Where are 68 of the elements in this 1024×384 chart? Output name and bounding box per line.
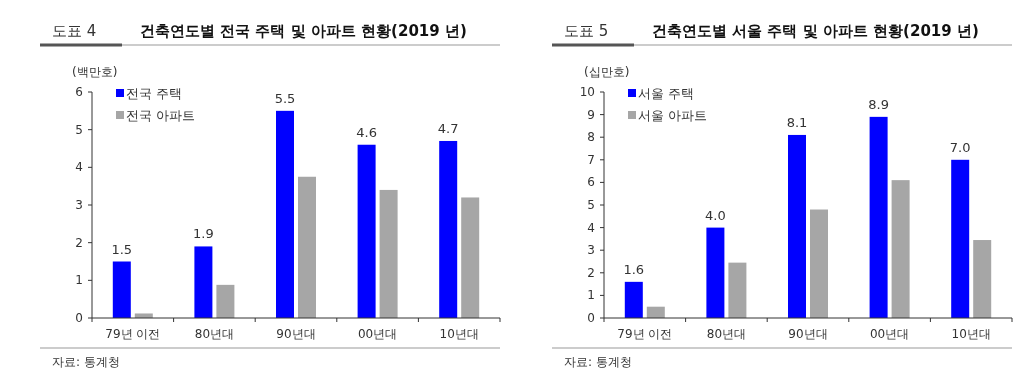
bar	[461, 197, 480, 318]
bar	[216, 284, 235, 318]
y-tick-label: 8	[587, 130, 595, 145]
legend-label: 서울 주택	[638, 86, 695, 101]
bar	[810, 209, 828, 318]
y-tick-label: 2	[75, 235, 83, 250]
y-tick-label: 0	[75, 311, 83, 325]
bar	[728, 262, 747, 318]
y-tick-label: 3	[587, 243, 595, 258]
y-tick-label: 0	[587, 311, 595, 325]
bar	[891, 180, 910, 318]
legend-label: 전국 아파트	[126, 108, 196, 123]
x-tick-label: 10년대	[951, 327, 991, 341]
chart-subtitle: 건축연도별 전국 주택 및 아파트 현황(2019 년)	[140, 22, 467, 40]
y-tick-label: 5	[587, 198, 595, 212]
bar	[973, 240, 992, 318]
y-tick-label: 2	[587, 265, 595, 280]
bar	[706, 227, 725, 318]
x-tick-label: 00년대	[869, 327, 910, 341]
bar	[298, 176, 316, 318]
bar	[624, 281, 643, 318]
data-label: 1.6	[623, 261, 645, 277]
y-tick-label: 6	[75, 85, 83, 99]
bar	[194, 246, 213, 318]
data-label: 7.0	[949, 139, 971, 155]
data-label: 4.7	[437, 120, 459, 136]
data-label: 5.5	[274, 90, 296, 106]
bar	[869, 116, 888, 318]
y-tick-label: 4	[587, 220, 595, 235]
y-tick-label: 1	[75, 273, 83, 288]
legend-label: 전국 주택	[126, 86, 183, 101]
x-tick-label: 80년대	[194, 327, 235, 341]
bar	[112, 261, 131, 318]
x-tick-label: 79년 이전	[617, 327, 673, 341]
data-label: 1.9	[193, 226, 214, 242]
bar	[357, 144, 376, 318]
bar	[379, 189, 398, 318]
y-axis-title: (십만호)	[584, 65, 630, 79]
y-tick-label: 7	[587, 152, 595, 167]
text: 자료: 통계청	[52, 355, 120, 369]
y-tick-label: 9	[587, 107, 595, 122]
bar	[951, 159, 970, 318]
data-label: 8.9	[868, 96, 889, 112]
bar	[788, 134, 806, 318]
x-tick-label: 00년대	[357, 327, 398, 341]
y-tick-label: 6	[587, 175, 595, 190]
chart-title: 도표 4	[52, 22, 97, 40]
y-tick-label: 10	[579, 85, 595, 99]
x-tick-label: 90년대	[276, 327, 316, 341]
data-label: 8.1	[786, 114, 808, 130]
chart-subtitle: 건축연도별 서울 주택 및 아파트 현황(2019 년)	[652, 22, 979, 40]
y-tick-label: 5	[75, 122, 83, 137]
x-tick-label: 79년 이전	[105, 327, 161, 341]
y-tick-label: 3	[75, 198, 83, 212]
y-axis-title: (백만호)	[72, 65, 118, 79]
x-tick-label: 10년대	[439, 327, 479, 341]
data-label: 4.0	[705, 207, 726, 223]
chart-title: 도표 5	[564, 22, 609, 40]
y-tick-label: 1	[587, 288, 595, 303]
x-tick-label: 90년대	[788, 327, 828, 341]
y-tick-label: 4	[75, 160, 83, 175]
legend-label: 서울 아파트	[638, 108, 708, 123]
data-label: 4.6	[356, 124, 377, 140]
text: 자료: 통계청	[564, 355, 632, 369]
bar	[276, 110, 294, 318]
x-tick-label: 80년대	[706, 327, 747, 341]
bar	[439, 140, 458, 318]
data-label: 1.5	[111, 241, 133, 257]
